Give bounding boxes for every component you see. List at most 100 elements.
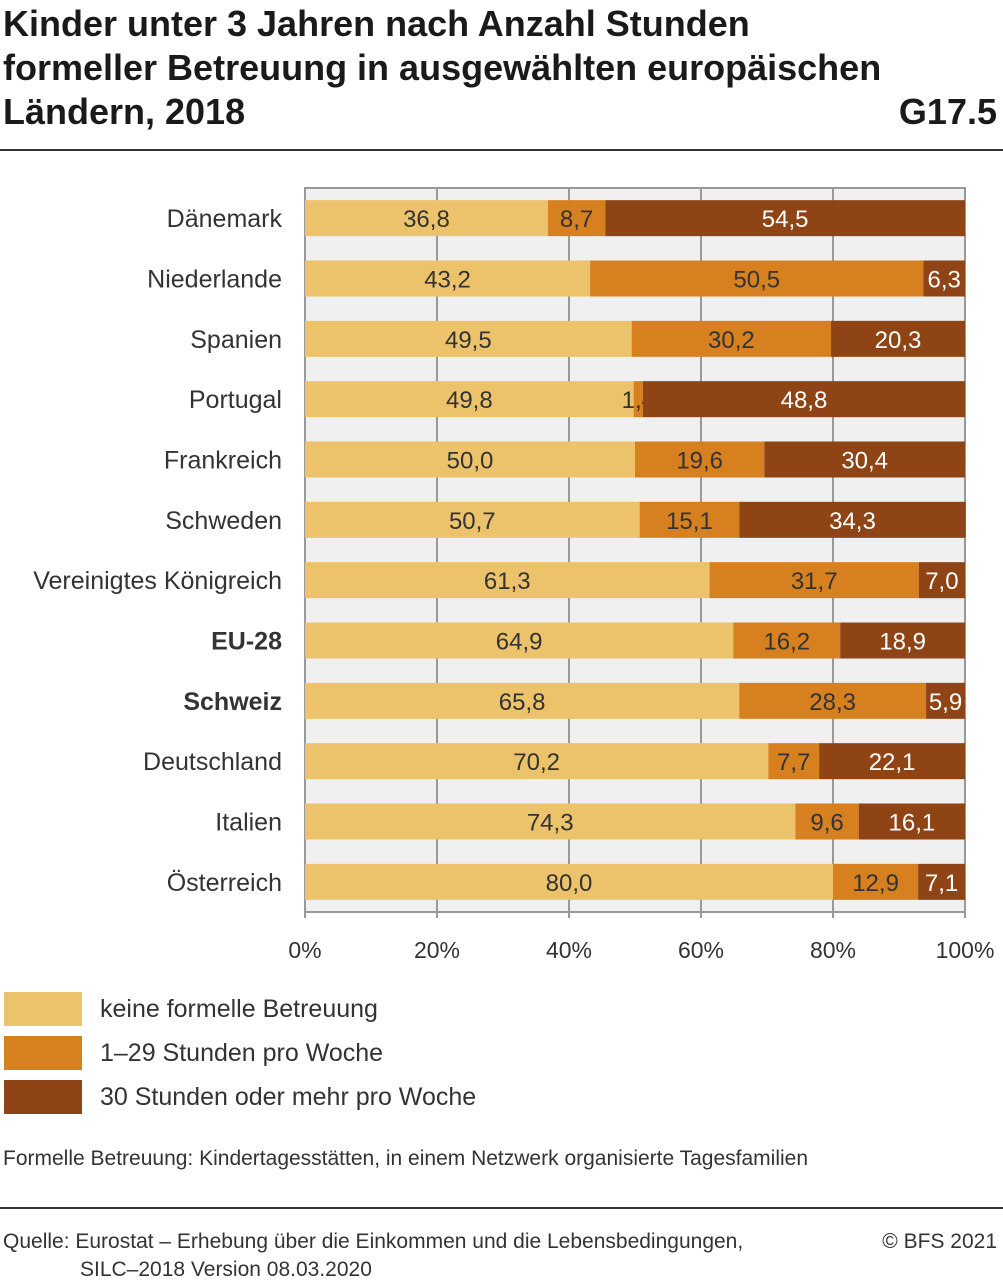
bar-segment: [733, 622, 841, 659]
data-label: 30,2: [708, 327, 755, 354]
bar-segment: [795, 803, 859, 840]
category-label: EU-28: [211, 628, 282, 656]
bar-chart: 0% 20% 40% 60% 80% 100% Dänemark 36,8 8,7 54,5 Nie…: [33, 187, 995, 963]
data-label: 19,6: [676, 448, 723, 475]
data-label: 50,0: [447, 448, 494, 475]
bar-segment: [547, 200, 606, 237]
data-label: 61,3: [484, 568, 531, 595]
bar-segment: [305, 682, 740, 719]
x-tick-label: 80%: [810, 937, 856, 963]
x-tick-label: 100%: [936, 937, 995, 963]
category-label: Portugal: [189, 386, 282, 414]
bar-segment: [305, 200, 548, 237]
category-label: Spanien: [190, 326, 282, 354]
bar-segment: [858, 803, 965, 840]
data-label: 64,9: [496, 629, 543, 656]
data-label: 9,6: [810, 810, 843, 837]
bar-segment: [590, 260, 924, 297]
bar-segment: [709, 562, 919, 599]
data-label: 16,2: [763, 629, 810, 656]
data-label: 20,3: [875, 327, 922, 354]
bar-segment: [764, 441, 965, 478]
data-label: 8,7: [560, 206, 593, 233]
x-tick-label: 40%: [546, 937, 592, 963]
category-label: Dänemark: [167, 205, 283, 233]
bar-segment: [305, 320, 632, 357]
data-label: 34,3: [829, 508, 876, 535]
data-label: 16,1: [889, 810, 936, 837]
data-label: 48,8: [781, 387, 828, 414]
bar-segment: [305, 562, 710, 599]
bar-segment: [633, 381, 643, 418]
footnote: Formelle Betreuung: Kindertagesstätten, …: [3, 1147, 809, 1170]
bar-segment: [642, 381, 965, 418]
copyright: © BFS 2021: [882, 1230, 997, 1253]
data-label: 15,1: [666, 508, 713, 535]
data-label: 50,5: [733, 267, 780, 294]
x-tick-label: 20%: [414, 937, 460, 963]
bar-segment: [833, 863, 919, 900]
data-label: 18,9: [879, 629, 926, 656]
bar-segment: [605, 200, 965, 237]
footer-divider: [0, 1207, 1003, 1209]
data-label: 7,7: [777, 749, 810, 776]
data-label: 49,5: [445, 327, 492, 354]
bar-segment: [305, 863, 833, 900]
data-label: 43,2: [424, 267, 471, 294]
chart-code: G17.5: [898, 91, 997, 132]
legend-swatch: [4, 992, 82, 1026]
data-label: 80,0: [546, 870, 593, 897]
x-tick-label: 0%: [288, 937, 321, 963]
category-label: Schweiz: [183, 688, 282, 716]
data-label: 70,2: [513, 749, 560, 776]
data-label: 49,8: [446, 387, 493, 414]
data-label: 7,1: [925, 870, 958, 897]
data-label: 54,5: [762, 206, 809, 233]
data-label: 22,1: [869, 749, 916, 776]
bar-segment: [819, 743, 965, 780]
category-label: Österreich: [167, 869, 282, 897]
data-label: 50,7: [449, 508, 496, 535]
data-label: 6,3: [928, 267, 961, 294]
bar-segment: [305, 743, 769, 780]
category-label: Niederlande: [147, 266, 282, 294]
category-label: Italien: [215, 809, 282, 837]
source-text: Quelle: Eurostat – Erhebung über die Ein…: [3, 1228, 743, 1284]
bar-segment: [631, 320, 832, 357]
category-label: Schweden: [165, 507, 282, 535]
category-label: Vereinigtes Königreich: [33, 567, 282, 595]
bar-segment: [305, 260, 591, 297]
bar-segment: [918, 562, 965, 599]
plot-area: [304, 187, 966, 913]
bar-segment: [918, 863, 965, 900]
bar-segment: [635, 441, 765, 478]
chart-title: Kinder unter 3 Jahren nach Anzahl Stunde…: [3, 3, 882, 132]
data-label: 12,9: [852, 870, 899, 897]
bar-segment: [305, 622, 734, 659]
bar-segment: [305, 441, 635, 478]
bar-segment: [639, 501, 740, 538]
data-label: 31,7: [791, 568, 838, 595]
data-label: 36,8: [403, 206, 450, 233]
bar-segment: [831, 320, 965, 357]
data-label: 65,8: [499, 689, 546, 716]
x-tick-label: 60%: [678, 937, 724, 963]
data-label: 74,3: [527, 810, 574, 837]
data-label: 7,0: [925, 568, 958, 595]
legend-swatch: [4, 1036, 82, 1070]
bar-segment: [739, 682, 927, 719]
legend-swatch: [4, 1080, 82, 1114]
bar-segment: [305, 803, 796, 840]
data-label: 5,9: [929, 689, 962, 716]
legend-label: 30 Stunden oder mehr pro Woche: [100, 1083, 477, 1111]
category-label: Deutschland: [143, 748, 282, 776]
bar-segment: [305, 501, 640, 538]
bar-segment: [926, 682, 965, 719]
bar-segment: [305, 381, 634, 418]
bar-segment: [739, 501, 966, 538]
bar-segment: [768, 743, 820, 780]
source-line-2: SILC–2018 Version 08.03.2020: [80, 1258, 372, 1281]
bar-segment: [840, 622, 965, 659]
category-label: Frankreich: [164, 447, 282, 475]
legend-label: keine formelle Betreuung: [100, 995, 378, 1023]
